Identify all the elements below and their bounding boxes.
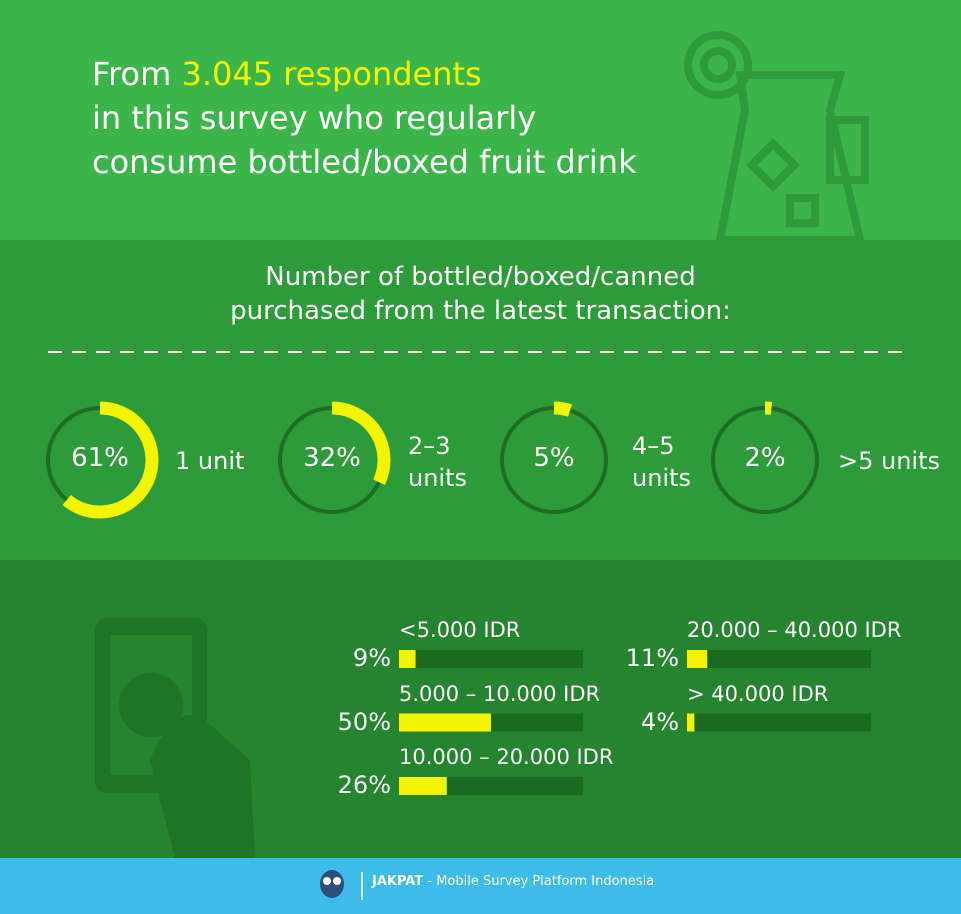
title-line: Number of bottled/boxed/canned [265,262,696,292]
value-label: 9% [352,644,391,672]
owl-logo [320,870,344,898]
category-label: 5.000 – 10.000 IDR [399,681,601,706]
money-icon [95,618,255,858]
value-label: 61% [71,443,129,473]
category-label: 4–5 units [632,432,692,492]
bar-track [687,713,871,732]
footer: JAKPAT - Mobile Survey Platform Indonesi… [372,874,654,889]
chart-title: Number of bottled/boxed/canned purchased… [0,260,961,328]
bar [399,650,416,668]
value-label: 11% [625,644,679,672]
value-label: 4% [640,707,679,736]
value-label: 50% [337,707,391,736]
donut-arc [41,401,159,519]
jug-icon [684,31,869,244]
donut-arc [706,401,824,519]
category-label: <5.000 IDR [399,618,521,642]
category-label: >5 units [838,447,941,475]
bar-track [687,650,871,668]
category-label: 1 unit [175,447,245,475]
value-label: 5% [533,443,575,473]
donut-arc [273,401,391,519]
category-label: 20.000 – 40.000 IDR [687,618,902,642]
bar [399,777,447,795]
bar [687,713,695,732]
title-text: in this survey who regularly [92,99,537,137]
title-highlight: 3.045 respondents [181,55,482,93]
title-line: purchased from the latest transaction: [230,296,731,326]
tagline: - Mobile Survey Platform Indonesia [427,874,655,889]
title-text: From [92,55,172,93]
value-label: 32% [303,443,361,473]
bar-track [399,650,583,668]
category-label: 10.000 – 20.000 IDR [399,745,614,769]
category-label: > 40.000 IDR [687,681,829,706]
category-label: 2–3 units [408,432,468,492]
donut-arc [495,401,613,519]
title-text: consume bottled/boxed fruit drink [92,143,637,181]
bar [399,713,491,732]
brand: JAKPAT [372,874,424,889]
value-label: 26% [337,771,391,799]
bar [687,650,708,668]
value-label: 2% [744,443,786,473]
header-title: From 3.045 respondents in this survey wh… [92,52,637,184]
